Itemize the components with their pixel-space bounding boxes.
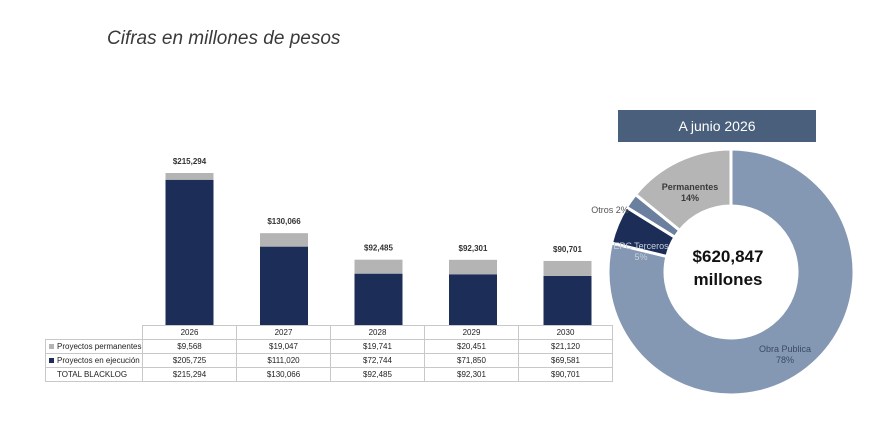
table-row: Proyectos permanentes $9,568 $19,047 $19… xyxy=(45,339,613,354)
bar-total-label-2029: $92,301 xyxy=(459,244,488,253)
bar-permanentes-2028 xyxy=(354,259,403,274)
bar-ejecucion-2029 xyxy=(449,274,497,325)
donut-pct-permanentes: 14% xyxy=(681,193,699,203)
donut-slice-permanentes xyxy=(633,147,733,233)
bar-ejecucion-2026 xyxy=(165,179,214,325)
legend-swatch-permanentes xyxy=(49,344,54,350)
bar-permanentes-2026 xyxy=(165,173,214,180)
donut-pct-epc-terceros: 5% xyxy=(634,252,647,262)
bar-total-label-2030: $90,701 xyxy=(553,245,582,254)
bar-total-label-2028: $92,485 xyxy=(364,244,393,253)
bar-ejecucion-2030 xyxy=(543,275,592,325)
bar-ejecucion-2028 xyxy=(354,273,403,325)
donut-pct-obra-publica: 78% xyxy=(776,355,794,365)
donut-center-value: $620,847 xyxy=(692,247,764,266)
donut-slice-obra-publica xyxy=(606,147,856,397)
row-label-text: Proyectos en ejecución xyxy=(57,356,140,365)
donut-label-obra-publica: Obra Publica xyxy=(759,344,811,354)
chart-subtitle: Cifras en millones de pesos xyxy=(107,28,341,49)
row-label-total: TOTAL BLACKLOG xyxy=(45,367,143,382)
backlog-data-table: 2026 2027 2028 2029 2030 Proyectos perma… xyxy=(45,325,613,382)
donut-label-permanentes: Permanentes xyxy=(662,182,719,192)
donut-center-unit: millones xyxy=(693,270,763,289)
bar-permanentes-2030 xyxy=(543,260,592,276)
donut-label-epc-terceros: EPC Terceros xyxy=(613,241,669,251)
bar-total-label-2027: $130,066 xyxy=(267,217,301,226)
donut-label-otros: Otros 2% xyxy=(591,205,629,215)
bar-permanentes-2029 xyxy=(449,259,497,275)
bar-total-label-2026: $215,294 xyxy=(173,157,207,166)
table-cell: $90,701 xyxy=(518,367,613,382)
bar-permanentes-2027 xyxy=(260,233,308,247)
bar-ejecucion-2027 xyxy=(260,246,308,325)
legend-swatch-ejecucion xyxy=(49,358,54,364)
table-row: TOTAL BLACKLOG $215,294 $130,066 $92,485… xyxy=(45,367,613,382)
donut-title: A junio 2026 xyxy=(618,110,816,142)
row-label-text: TOTAL BLACKLOG xyxy=(57,370,128,379)
row-label-text: Proyectos permanentes xyxy=(57,342,142,351)
